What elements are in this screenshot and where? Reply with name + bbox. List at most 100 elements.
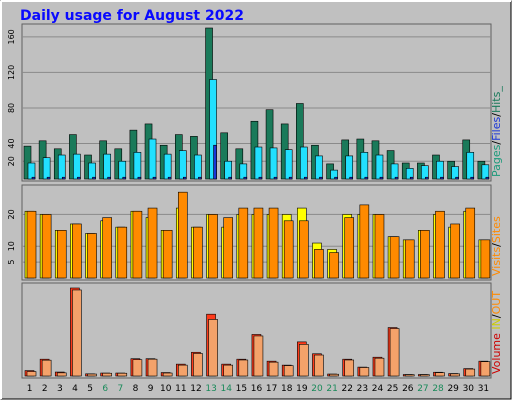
bar-out-day-13 — [208, 319, 218, 377]
bar-out-day-25 — [389, 328, 400, 377]
bar-sites-day-20 — [314, 249, 324, 279]
x-tick-label-day-13: 13 — [205, 384, 216, 394]
bar-out-day-17 — [268, 361, 279, 377]
bar-sites-day-17 — [268, 207, 279, 279]
legend-item: Files — [490, 116, 503, 140]
legend-item: / — [490, 141, 503, 145]
bar-files-day-4 — [73, 153, 81, 180]
bar-sites-day-30 — [465, 207, 476, 279]
bar-out-day-21 — [329, 373, 339, 377]
bar-files-day-17 — [269, 147, 278, 180]
bar-files-day-31 — [481, 164, 490, 180]
bar-pages-day-18 — [288, 176, 293, 180]
x-tick-label-day-22: 22 — [342, 384, 353, 394]
bar-pages-day-5 — [92, 176, 96, 180]
bar-files-day-11 — [178, 150, 187, 180]
x-tick-label-day-9: 9 — [148, 384, 154, 394]
bar-sites-day-18 — [283, 220, 294, 279]
bar-pages-day-26 — [409, 176, 414, 180]
bar-pages-day-17 — [273, 176, 278, 180]
bar-out-day-29 — [450, 373, 460, 377]
x-tick-label-day-17: 17 — [266, 384, 277, 394]
legend-bottom: Volume IN/OUT — [490, 291, 503, 374]
bar-sites-day-1 — [26, 210, 37, 279]
bar-sites-day-7 — [117, 226, 128, 279]
bar-pages-day-31 — [485, 176, 490, 180]
bar-files-day-13 — [209, 79, 217, 180]
y-tick-label: 80 — [7, 103, 16, 113]
bar-out-day-14 — [223, 364, 233, 377]
legend-item: / — [490, 314, 503, 318]
legend-item: Volume — [490, 333, 503, 374]
bar-files-day-20 — [315, 155, 323, 180]
bar-files-day-14 — [224, 160, 232, 180]
bar-pages-day-7 — [122, 176, 127, 180]
bar-out-day-27 — [420, 374, 430, 377]
bar-files-day-25 — [390, 163, 399, 180]
bar-out-day-1 — [26, 371, 37, 377]
legend-item: Sites — [490, 216, 503, 243]
bar-pages-day-10 — [167, 176, 172, 180]
bar-files-day-22 — [345, 155, 354, 180]
x-tick-label-day-5: 5 — [87, 384, 93, 394]
bar-files-day-28 — [436, 160, 444, 180]
bar-pages-day-6 — [107, 176, 111, 180]
bar-pages-day-8 — [137, 176, 142, 180]
x-tick-label-day-14: 14 — [221, 384, 233, 394]
bar-files-day-6 — [103, 153, 111, 180]
x-tick-label-day-23: 23 — [357, 384, 368, 394]
bar-out-day-2 — [41, 359, 52, 377]
bar-pages-day-25 — [394, 176, 399, 180]
x-tick-label-day-30: 30 — [463, 384, 475, 394]
y-tick-label: 5 — [7, 260, 16, 265]
x-tick-label-day-21: 21 — [326, 384, 337, 394]
bar-sites-day-11 — [177, 191, 188, 279]
y-tick-label: 160 — [7, 29, 16, 44]
bar-sites-day-23 — [359, 204, 370, 279]
bar-out-day-16 — [253, 335, 264, 377]
bar-sites-day-21 — [329, 252, 339, 279]
bar-files-day-29 — [451, 166, 459, 180]
x-tick-label-day-18: 18 — [281, 384, 293, 394]
y-tick-label: 20 — [7, 209, 16, 219]
bar-out-day-26 — [404, 374, 415, 377]
bar-pages-day-14 — [228, 176, 232, 180]
bar-sites-day-26 — [404, 239, 415, 279]
bar-sites-day-12 — [193, 226, 203, 279]
bar-pages-day-27 — [425, 176, 429, 180]
bar-out-day-30 — [465, 368, 476, 377]
legend-item: Visits — [490, 247, 503, 276]
bar-sites-day-29 — [450, 223, 460, 279]
bar-files-day-26 — [405, 168, 414, 180]
bar-out-day-5 — [87, 373, 97, 377]
bar-sites-day-13 — [208, 214, 218, 279]
bar-hits-day-14 — [220, 132, 228, 180]
bar-pages-day-11 — [182, 176, 187, 180]
bar-out-day-18 — [283, 365, 294, 377]
bar-out-day-12 — [193, 353, 203, 377]
bar-files-day-24 — [375, 154, 384, 180]
bar-out-day-23 — [359, 367, 370, 377]
legend-top-text: Pages/Files/Hits_ — [490, 86, 503, 177]
bar-sites-day-19 — [299, 220, 309, 279]
x-tick-label-day-1: 1 — [27, 384, 33, 394]
bar-sites-day-22 — [344, 217, 355, 279]
x-tick-label-day-2: 2 — [42, 384, 48, 394]
bar-hits-day-19 — [296, 103, 304, 180]
bar-files-day-3 — [57, 154, 66, 180]
bar-out-day-31 — [480, 361, 491, 377]
bar-pages-day-23 — [364, 176, 369, 180]
bar-out-day-10 — [162, 372, 173, 377]
bar-out-day-24 — [374, 357, 385, 377]
bar-files-day-15 — [239, 163, 248, 180]
legend-item: Hits_ — [490, 86, 503, 113]
bar-files-day-5 — [88, 162, 96, 180]
bar-sites-day-27 — [420, 230, 430, 279]
bar-sites-day-25 — [389, 236, 400, 279]
bar-pages-day-20 — [319, 176, 323, 180]
bar-out-day-8 — [132, 359, 143, 377]
bar-hits-day-17 — [265, 109, 274, 180]
bar-sites-day-5 — [87, 233, 97, 279]
